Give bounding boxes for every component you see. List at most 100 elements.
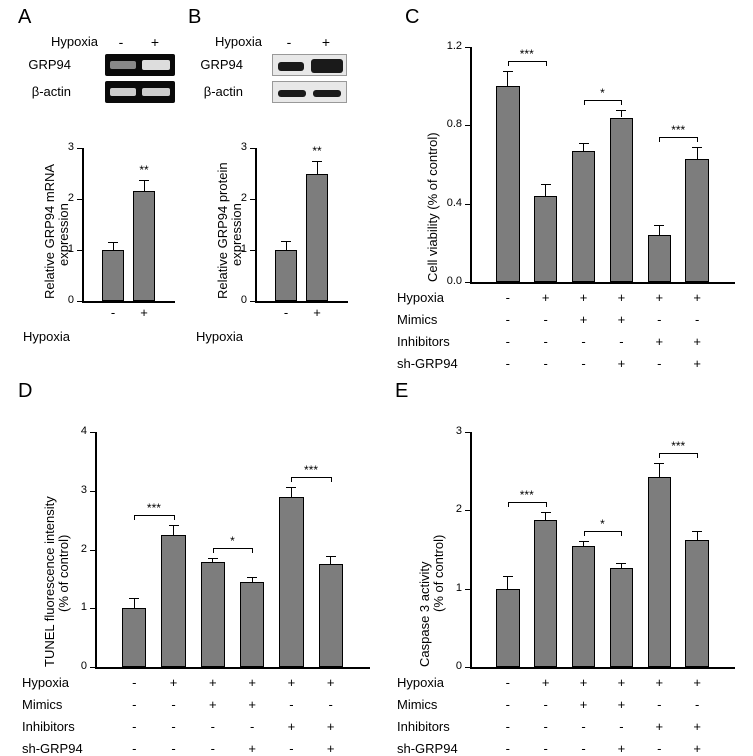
sig-tick bbox=[134, 515, 135, 520]
bar bbox=[161, 535, 185, 667]
error-cap bbox=[208, 558, 218, 559]
sig-tick bbox=[546, 502, 547, 507]
row-mark: - bbox=[538, 356, 554, 371]
error-cap bbox=[579, 541, 589, 542]
row-mark: + bbox=[283, 675, 299, 690]
error-cap bbox=[169, 525, 179, 526]
error-bar bbox=[144, 180, 145, 191]
sig-text: *** bbox=[664, 439, 692, 453]
wb-bactin-b bbox=[272, 81, 347, 103]
row-label: Mimics bbox=[397, 312, 437, 327]
hypoxia-minus-b: - bbox=[281, 34, 297, 50]
error-bar bbox=[113, 242, 114, 250]
sig-tick bbox=[697, 453, 698, 458]
ylabel: Relative GRP94 mRNA bbox=[42, 164, 57, 299]
error-cap bbox=[541, 184, 551, 185]
ytick bbox=[77, 148, 82, 149]
sig-text: * bbox=[589, 517, 617, 531]
bar bbox=[319, 564, 343, 667]
row-label: Inhibitors bbox=[22, 719, 75, 734]
hypoxia-x-a: Hypoxia bbox=[23, 329, 70, 344]
error-cap bbox=[286, 487, 296, 488]
sig-tick bbox=[659, 137, 660, 142]
bar bbox=[572, 546, 595, 667]
ylabel2: expression bbox=[229, 203, 244, 266]
row-mark: + bbox=[166, 675, 182, 690]
ylabel2: (% of control) bbox=[56, 535, 71, 612]
row-mark: - bbox=[500, 312, 516, 327]
error-cap bbox=[692, 147, 702, 148]
row-mark: - bbox=[323, 697, 339, 712]
row-mark: - bbox=[576, 741, 592, 756]
ytick bbox=[90, 608, 95, 609]
ytick bbox=[77, 250, 82, 251]
ytick-label: 0 bbox=[61, 660, 87, 672]
row-mark: + bbox=[613, 697, 629, 712]
y-axis bbox=[470, 432, 472, 667]
sig-line bbox=[659, 453, 697, 454]
ytick bbox=[465, 432, 470, 433]
row-mark: + bbox=[576, 290, 592, 305]
y-axis bbox=[255, 148, 257, 301]
sig-line bbox=[213, 548, 252, 549]
error-bar bbox=[545, 184, 546, 196]
ylabel: TUNEL fluorescence intensity bbox=[42, 496, 57, 667]
row-mark: + bbox=[613, 312, 629, 327]
row-label: Hypoxia bbox=[22, 675, 69, 690]
panel-label-a: A bbox=[18, 6, 31, 29]
row-mark: + bbox=[689, 741, 705, 756]
hypoxia-plus-a: + bbox=[147, 34, 163, 50]
sig-tick bbox=[659, 453, 660, 458]
bactin-label-b: β-actin bbox=[190, 84, 243, 99]
gel-grp94-a bbox=[105, 54, 175, 76]
row-mark: + bbox=[689, 719, 705, 734]
row-mark: + bbox=[323, 741, 339, 756]
ytick bbox=[77, 301, 82, 302]
error-cap bbox=[541, 512, 551, 513]
bar bbox=[275, 250, 297, 301]
row-mark: + bbox=[576, 697, 592, 712]
hypoxia-plus-b: + bbox=[318, 34, 334, 50]
bar bbox=[201, 562, 225, 667]
ytick-label: 3 bbox=[227, 141, 247, 153]
error-bar bbox=[659, 225, 660, 235]
ytick bbox=[250, 199, 255, 200]
error-cap bbox=[139, 180, 149, 181]
ytick-label: 0 bbox=[436, 660, 462, 672]
sig-tick bbox=[697, 137, 698, 142]
row-mark: - bbox=[166, 719, 182, 734]
ytick bbox=[250, 301, 255, 302]
grp94-label-a: GRP94 bbox=[18, 57, 71, 72]
row-mark: + bbox=[576, 675, 592, 690]
bar bbox=[572, 151, 595, 282]
sig-text: ** bbox=[132, 163, 156, 177]
ytick bbox=[250, 250, 255, 251]
error-cap bbox=[503, 71, 513, 72]
error-bar bbox=[659, 463, 660, 477]
row-mark: + bbox=[205, 697, 221, 712]
row-mark: - bbox=[538, 697, 554, 712]
row-mark: - bbox=[205, 741, 221, 756]
chart-b: 0123Relative GRP94 proteinexpression-+** bbox=[213, 130, 353, 325]
ytick bbox=[465, 667, 470, 668]
error-cap bbox=[129, 598, 139, 599]
row-mark: - bbox=[126, 697, 142, 712]
ytick bbox=[90, 550, 95, 551]
sig-line bbox=[659, 137, 697, 138]
row-mark: + bbox=[613, 356, 629, 371]
row-mark: + bbox=[244, 741, 260, 756]
sig-tick bbox=[546, 61, 547, 66]
ytick-label: 4 bbox=[61, 425, 87, 437]
ytick bbox=[465, 589, 470, 590]
x-axis bbox=[255, 301, 348, 303]
bar bbox=[279, 497, 303, 667]
sig-tick bbox=[508, 61, 509, 66]
hypoxia-x-b: Hypoxia bbox=[196, 329, 243, 344]
ytick bbox=[465, 204, 470, 205]
ylabel: Relative GRP94 protein bbox=[215, 162, 230, 299]
sig-tick bbox=[174, 515, 175, 520]
sig-text: *** bbox=[513, 488, 541, 502]
y-axis bbox=[82, 148, 84, 301]
ylabel: Caspase 3 activity bbox=[417, 562, 432, 668]
sig-text: * bbox=[589, 86, 617, 100]
